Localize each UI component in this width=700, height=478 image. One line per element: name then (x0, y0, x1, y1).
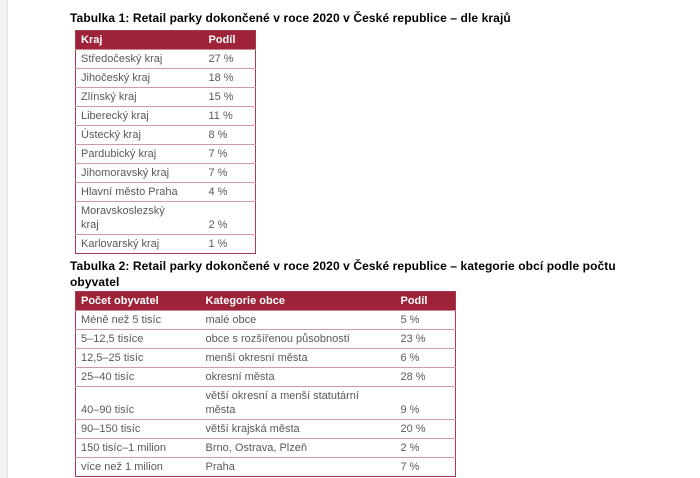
table-row: Hlavní město Praha 4 % (75, 182, 256, 202)
table1-cell: 7 % (203, 163, 256, 183)
table-row: Karlovarský kraj 1 % (76, 235, 256, 254)
table2-cell: 5 % (395, 310, 456, 330)
table2-cell: okresní města (200, 367, 396, 387)
table2-cell: obce s rozšířenou působností (200, 329, 396, 349)
table-row: Pardubický kraj 7 % (75, 144, 256, 164)
table-row: 5–12,5 tisíce obce s rozšířenou působnost… (75, 329, 456, 349)
table-row: více než 1 milion Praha 7 % (76, 458, 456, 477)
table1-cell: 7 % (203, 144, 256, 164)
table2-cell: Méně než 5 tisíc (75, 310, 201, 330)
table-row: 12,5–25 tisíc menší okresní města 6 % (75, 348, 456, 368)
table1-cell: Karlovarský kraj (81, 238, 160, 250)
table2-cell: 2 % (395, 438, 456, 458)
table1-cell: Ústecký kraj (75, 125, 204, 145)
table2-cell: menší okresní města (200, 348, 396, 368)
table-row: 150 tisíc–1 milion Brno, Ostrava, Plzeň 2 … (75, 438, 456, 458)
table-municipality-categories: Počet obyvatel Kategorie obce Podíl Méně n… (75, 291, 456, 477)
table1-cell: Jihočeský kraj (75, 68, 204, 88)
table2-cell: 6 % (395, 348, 456, 368)
table2-cell: 90–150 tisíc (75, 419, 201, 439)
table1-body: Středočeský kraj 27 % Jihočeský kraj 18 % Zl… (75, 49, 256, 254)
table-regions: Kraj Podíl Středočeský kraj 27 % Jihočeský … (75, 30, 256, 254)
table2-caption: Tabulka 2: Retail parky dokončené v roce… (70, 259, 616, 289)
table1-caption: Tabulka 1: Retail parky dokončené v roce… (70, 11, 511, 25)
table2-cell: větší okresní a menší statutární města (200, 386, 396, 420)
table1-col-header: Kraj (75, 30, 204, 50)
table-row: Méně než 5 tisíc malé obce 5 % (75, 310, 456, 330)
table1-col-header: Podíl (203, 30, 256, 50)
table1-header-row: Kraj Podíl (75, 30, 256, 50)
table2-cell: 25–40 tisíc (75, 367, 201, 387)
table2-cell: 20 % (395, 419, 456, 439)
table-row: Ústecký kraj 8 % (75, 125, 256, 145)
table1-cell: Středočeský kraj (75, 49, 204, 69)
table2-cell: 7 % (400, 461, 420, 473)
table2-cell: malé obce (200, 310, 396, 330)
table1-cell: Pardubický kraj (75, 144, 204, 164)
table-row: 90–150 tisíc větší krajská města 20 % (75, 419, 456, 439)
table2-cell: Brno, Ostrava, Plzeň (200, 438, 396, 458)
table2-cell: 23 % (395, 329, 456, 349)
table1-cell: 8 % (203, 125, 256, 145)
table2-cell: 9 % (395, 386, 456, 420)
table1-cell: 2 % (203, 201, 256, 235)
table1-cell: Zlínský kraj (75, 87, 204, 107)
table2-body: Méně než 5 tisíc malé obce 5 % 5–12,5 tisíc… (75, 310, 456, 477)
table-row: Jihočeský kraj 18 % (75, 68, 256, 88)
table1-cell: Liberecký kraj (75, 106, 204, 126)
table2-header-row: Počet obyvatel Kategorie obce Podíl (75, 291, 456, 311)
table1-cell: 4 % (203, 182, 256, 202)
table1-cell: Moravskoslezský kraj (75, 201, 204, 235)
table1-cell: Hlavní město Praha (75, 182, 204, 202)
table2-cell: větší krajská města (200, 419, 396, 439)
table-row: Moravskoslezský kraj 2 % (75, 201, 256, 235)
table2-cell: 40–90 tisíc (75, 386, 201, 420)
table-row: Zlínský kraj 15 % (75, 87, 256, 107)
table-row: 40–90 tisíc větší okresní a menší statutá… (75, 386, 456, 420)
table-row: Liberecký kraj 11 % (75, 106, 256, 126)
table2-cell: 5–12,5 tisíce (75, 329, 201, 349)
table2-col-header: Počet obyvatel (75, 291, 201, 311)
table1-cell: 15 % (203, 87, 256, 107)
table-row: 25–40 tisíc okresní města 28 % (75, 367, 456, 387)
table1-cell: 27 % (203, 49, 256, 69)
table1-cell: 11 % (203, 106, 256, 126)
table2-col-header: Podíl (395, 291, 456, 311)
table2-cell: Praha (205, 461, 235, 473)
table2-cell: 12,5–25 tisíc (75, 348, 201, 368)
table2-col-header: Kategorie obce (200, 291, 396, 311)
page-edge-strip (0, 0, 8, 478)
table1-cell: Jihomoravský kraj (75, 163, 204, 183)
table1-cell: 18 % (203, 68, 256, 88)
table1-cell: 1 % (208, 238, 228, 250)
table2-cell: více než 1 milion (81, 461, 163, 473)
table-row: Jihomoravský kraj 7 % (75, 163, 256, 183)
table2-cell: 150 tisíc–1 milion (75, 438, 201, 458)
table-row: Středočeský kraj 27 % (75, 49, 256, 69)
table2-cell: 28 % (395, 367, 456, 387)
